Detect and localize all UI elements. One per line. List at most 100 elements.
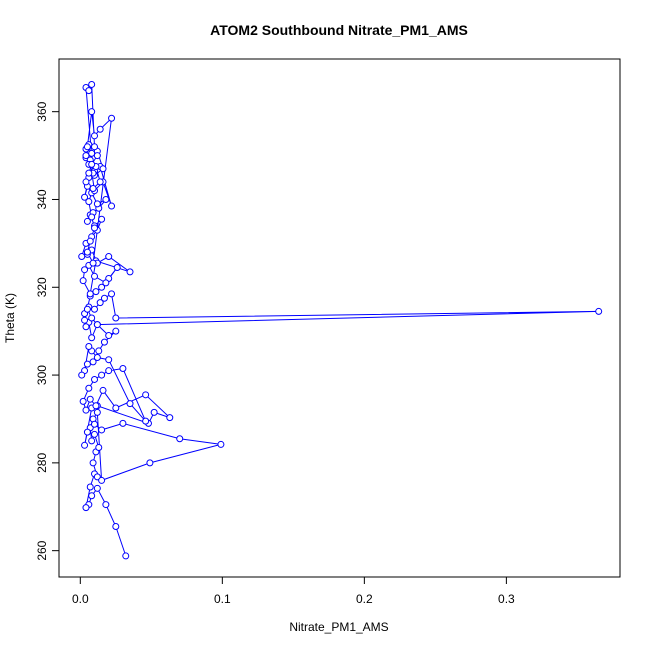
- data-point: [98, 215, 106, 223]
- data-point: [88, 437, 96, 445]
- data-point: [88, 80, 96, 88]
- data-point: [142, 391, 150, 399]
- data-point: [95, 347, 103, 355]
- y-axis-label: Theta (K): [3, 293, 17, 343]
- data-point: [91, 224, 99, 232]
- x-tick-label: 0.2: [356, 592, 373, 606]
- y-tick-label: 320: [35, 277, 49, 297]
- data-point: [82, 152, 90, 160]
- data-point: [83, 217, 91, 225]
- data-point: [78, 253, 86, 261]
- data-point: [83, 305, 91, 313]
- data-point: [91, 420, 99, 428]
- x-tick-label: 0.1: [214, 592, 231, 606]
- data-point: [176, 435, 184, 443]
- data-point: [105, 356, 113, 364]
- data-point: [85, 198, 93, 206]
- x-tick-label: 0.3: [498, 592, 515, 606]
- data-point: [86, 290, 94, 298]
- data-point: [99, 386, 107, 394]
- data-point: [98, 476, 106, 484]
- data-point: [83, 428, 91, 436]
- data-point: [79, 277, 87, 285]
- data-point: [93, 408, 101, 416]
- data-point: [95, 444, 103, 451]
- chart-title: ATOM2 Southbound Nitrate_PM1_AMS: [210, 22, 468, 38]
- y-axis: 260 280 300 320 340 360: [35, 101, 60, 561]
- data-point: [89, 358, 97, 366]
- data-point: [85, 169, 93, 177]
- data-point: [108, 114, 116, 122]
- x-tick-label: 0.0: [72, 592, 89, 606]
- data-point: [81, 266, 89, 274]
- data-point: [89, 185, 97, 192]
- data-point: [88, 149, 96, 157]
- data-point: [91, 143, 99, 151]
- data-point: [166, 414, 174, 422]
- data-point: [126, 268, 134, 276]
- data-point: [112, 327, 120, 335]
- y-tick-label: 300: [35, 365, 49, 385]
- data-point: [595, 307, 603, 315]
- data-point: [85, 87, 93, 95]
- y-tick-label: 340: [35, 189, 49, 209]
- series-layer: [78, 80, 603, 560]
- data-point: [83, 360, 91, 368]
- data-point: [82, 323, 90, 331]
- data-point: [89, 259, 97, 267]
- y-tick-label: 280: [35, 453, 49, 473]
- data-point: [91, 132, 99, 140]
- data-point: [91, 272, 99, 280]
- data-point: [86, 395, 94, 403]
- data-point: [96, 178, 104, 186]
- data-point: [93, 484, 101, 492]
- data-point: [83, 248, 91, 256]
- data-point: [85, 384, 93, 392]
- data-point: [119, 364, 127, 372]
- data-point: [150, 408, 158, 416]
- data-point: [93, 152, 101, 160]
- data-point: [146, 459, 154, 467]
- data-point: [82, 504, 90, 512]
- data-point: [126, 400, 134, 408]
- data-point: [88, 314, 96, 322]
- data-point: [113, 264, 121, 272]
- x-axis-label: Nitrate_PM1_AMS: [289, 620, 388, 634]
- data-point: [82, 178, 90, 186]
- data-point: [88, 492, 96, 500]
- data-point: [88, 108, 96, 116]
- data-point: [98, 283, 106, 291]
- data-point: [88, 213, 96, 221]
- data-point: [92, 288, 100, 296]
- data-point: [98, 426, 106, 434]
- data-point: [105, 253, 113, 261]
- data-point: [89, 459, 97, 467]
- data-point: [108, 202, 116, 210]
- data-point: [119, 419, 127, 427]
- data-point: [102, 279, 110, 287]
- data-point: [112, 314, 120, 322]
- data-point: [78, 371, 86, 379]
- data-point: [93, 321, 101, 329]
- data-point: [112, 523, 120, 531]
- data-point: [86, 483, 94, 491]
- data-point: [91, 430, 99, 438]
- data-point: [88, 334, 96, 342]
- data-point: [102, 195, 110, 203]
- data-point: [82, 406, 90, 414]
- data-point: [91, 375, 99, 383]
- y-tick-label: 360: [35, 101, 49, 121]
- data-point: [102, 501, 110, 509]
- data-point: [81, 316, 89, 324]
- data-point: [93, 200, 101, 208]
- data-point: [81, 441, 89, 449]
- data-point: [81, 193, 89, 201]
- series-line: [80, 84, 599, 557]
- data-point: [122, 552, 130, 560]
- data-point: [217, 440, 225, 448]
- data-point: [142, 417, 150, 425]
- data-point: [108, 290, 116, 298]
- data-point: [86, 237, 94, 245]
- data-point: [100, 294, 108, 302]
